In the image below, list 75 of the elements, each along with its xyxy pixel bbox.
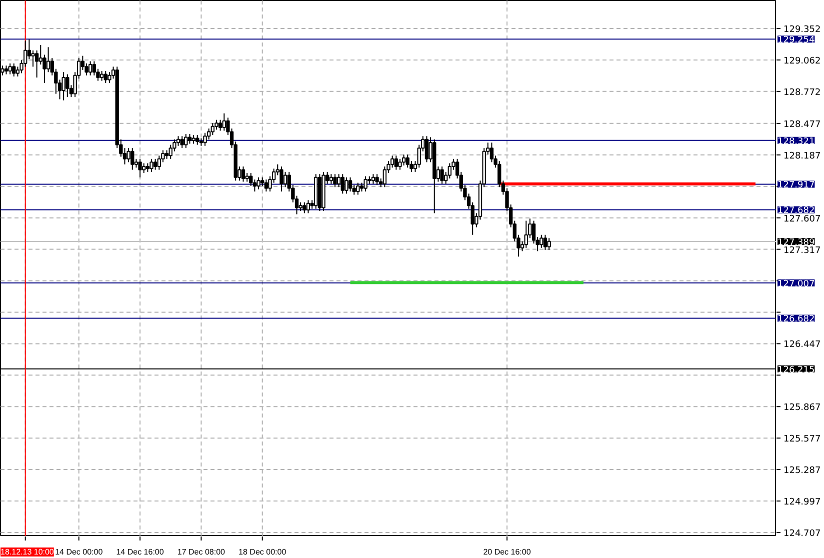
candlestick: [31, 50, 35, 68]
candlestick: [88, 60, 92, 76]
candlestick: [222, 112, 226, 132]
candlestick: [340, 174, 344, 194]
candlestick: [364, 176, 368, 192]
candlestick: [180, 136, 184, 149]
candlestick: [406, 154, 410, 168]
candlestick: [543, 234, 548, 251]
candlestick: [424, 136, 429, 163]
candlestick: [333, 174, 337, 188]
candlestick: [104, 70, 108, 84]
candlestick: [153, 158, 158, 170]
candlestick: [394, 155, 398, 170]
candlestick: [66, 74, 70, 98]
candlestick: [8, 62, 12, 75]
candlestick: [150, 158, 154, 172]
candlestick: [329, 174, 333, 184]
candlestick: [283, 171, 288, 188]
candlestick: [344, 176, 348, 194]
y-tick-label: 128.477: [784, 120, 821, 130]
candlestick: [302, 202, 306, 214]
candlestick: [402, 154, 406, 166]
ref-line-label: 127.917: [778, 180, 815, 191]
x-tick-label: 20 Dec 16:00: [483, 548, 532, 556]
candlestick: [38, 44, 42, 66]
candlestick: [188, 133, 192, 144]
y-tick-label: 129.062: [784, 56, 821, 66]
y-tick-label: 125.287: [784, 466, 821, 476]
candlestick: [196, 134, 200, 146]
y-tick-label: 125.867: [784, 403, 821, 414]
ref-line-label: 126.682: [778, 314, 815, 325]
ref-line-label: 127.007: [778, 279, 815, 290]
candlestick: [547, 238, 551, 251]
candlestick: [130, 148, 134, 170]
candlestick: [218, 119, 222, 132]
candlestick: [264, 179, 268, 192]
candlestick: [138, 158, 142, 178]
candlestick: [356, 182, 360, 196]
y-tick-label: 128.772: [784, 88, 821, 98]
y-tick-label: 127.317: [784, 246, 821, 256]
candlestick: [241, 166, 246, 182]
candlestick: [62, 72, 66, 101]
ref-line-label: 128.321: [778, 136, 815, 147]
candlestick: [306, 200, 310, 214]
candlestick: [540, 234, 544, 248]
candlestick: [210, 122, 214, 136]
candlestick: [100, 70, 104, 82]
candlestick: [46, 46, 50, 73]
y-tick-label: 128.187: [784, 151, 821, 162]
candlestick: [398, 158, 402, 170]
y-tick-label: 126.447: [784, 340, 821, 350]
y-tick-label: 124.707: [784, 528, 821, 539]
candlestick: [142, 162, 146, 174]
x-tick-label: 17 Dec 08:00: [177, 548, 226, 556]
candlestick: [256, 176, 260, 190]
ref-line-label: 126.215: [778, 365, 815, 376]
x-tick-label: 18 Dec 00:00: [238, 548, 287, 556]
candlestick: [12, 62, 16, 77]
x-tick-label: 18.12.13 10:00: [0, 548, 54, 556]
candlestick: [184, 133, 188, 149]
y-tick-label: 124.997: [784, 498, 821, 508]
candlestick: [348, 176, 352, 192]
candlestick: [440, 166, 444, 184]
candlestick: [203, 132, 207, 146]
candlestick: [280, 166, 284, 192]
x-tick-label: 14 Dec 16:00: [116, 548, 164, 556]
y-tick-label: 127.607: [784, 214, 821, 224]
y-tick-label: 129.352: [784, 24, 821, 35]
x-tick-label: 14 Dec 00:00: [55, 548, 104, 556]
candlestick: [371, 174, 376, 184]
y-tick-label: 125.577: [784, 434, 821, 445]
candlestick: [126, 148, 130, 163]
candlestick: [336, 174, 341, 188]
candlestick: [524, 220, 528, 248]
candlestick: [375, 174, 379, 186]
